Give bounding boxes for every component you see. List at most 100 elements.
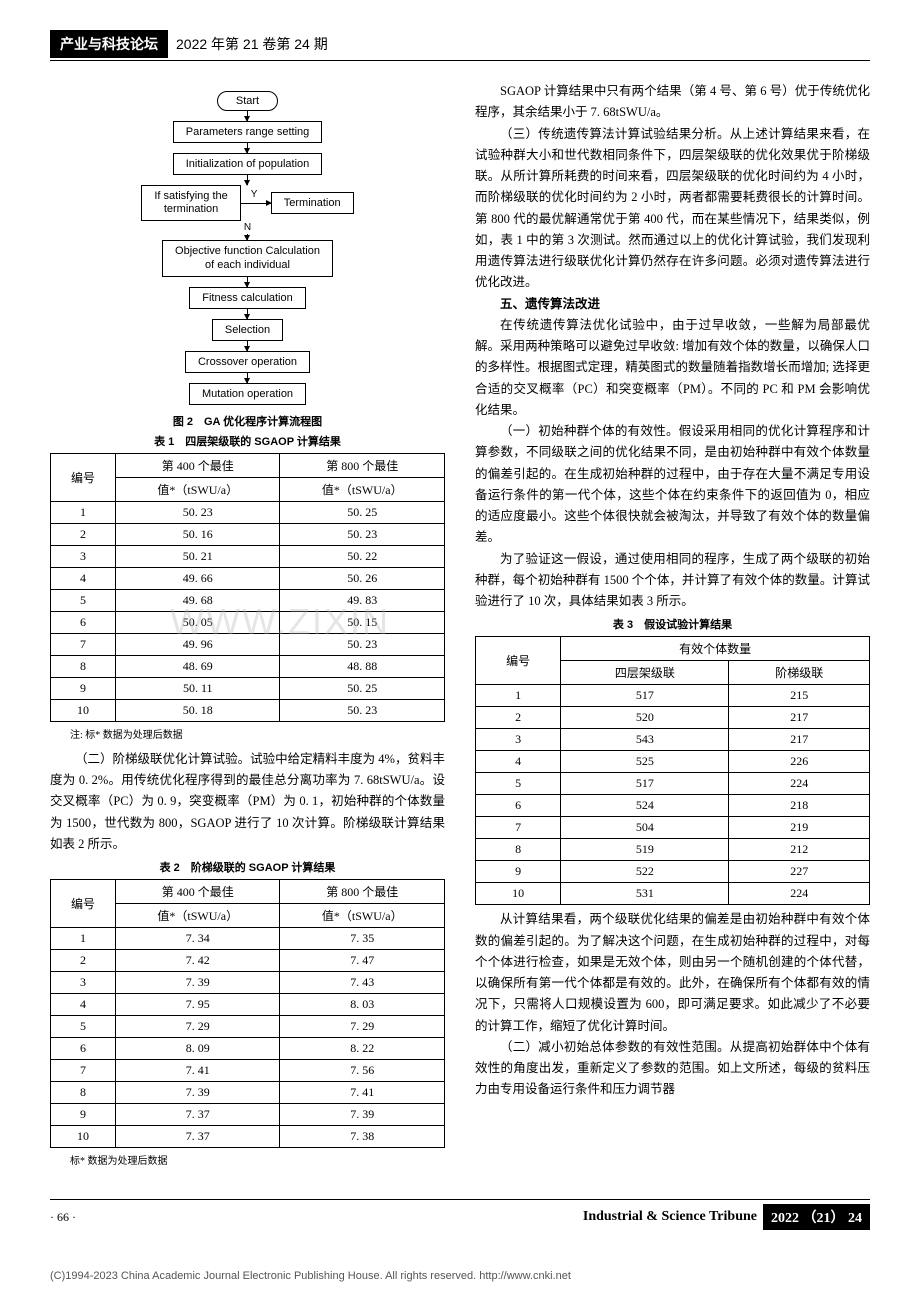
table-cell: 7. 37	[116, 1104, 280, 1126]
table-row: 107. 377. 38	[51, 1126, 445, 1148]
fc-harrow	[241, 203, 271, 204]
fc-crossover: Crossover operation	[185, 351, 310, 373]
left-column: Start Parameters range setting Initializ…	[50, 81, 445, 1175]
table-row: 5517224	[476, 773, 870, 795]
table-cell: 7. 41	[280, 1082, 445, 1104]
table-row: 2520217	[476, 707, 870, 729]
issue-info: 2022 年第 21 卷第 24 期	[176, 34, 328, 54]
table-row: 3543217	[476, 729, 870, 751]
table-cell: 50. 23	[280, 699, 445, 721]
fc-arrow	[247, 341, 248, 351]
table-cell: 227	[729, 861, 870, 883]
footer-issue-badge: 2022 （21） 24	[763, 1204, 870, 1230]
table-cell: 522	[561, 861, 729, 883]
table-cell: 50. 23	[280, 633, 445, 655]
table-cell: 9	[51, 677, 116, 699]
footer-right: Industrial & Science Tribune 2022 （21） 2…	[583, 1204, 870, 1230]
table-cell: 7	[476, 817, 561, 839]
page-number: · 66 ·	[50, 1210, 76, 1225]
section-heading: 五、遗传算法改进	[475, 294, 870, 315]
table-row: 749. 9650. 23	[51, 633, 445, 655]
table-row: 8519212	[476, 839, 870, 861]
fc-arrow	[247, 373, 248, 383]
two-column-layout: Start Parameters range setting Initializ…	[50, 81, 870, 1175]
table-cell: 218	[729, 795, 870, 817]
table-row: 150. 2350. 25	[51, 501, 445, 523]
table-cell: 217	[729, 707, 870, 729]
table-row: 87. 397. 41	[51, 1082, 445, 1104]
table-cell: 50. 25	[280, 677, 445, 699]
table-cell: 9	[476, 861, 561, 883]
table1-caption: 表 1 四层架级联的 SGAOP 计算结果	[50, 433, 445, 449]
table-row: 7504219	[476, 817, 870, 839]
table-cell: 224	[729, 883, 870, 905]
table-cell: 7. 38	[280, 1126, 445, 1148]
fc-objective: Objective function Calculationof each in…	[162, 240, 333, 276]
table-cell: 10	[51, 699, 116, 721]
fc-init: Initialization of population	[173, 153, 323, 175]
fc-n-label: N	[244, 222, 251, 233]
table-cell: 517	[561, 773, 729, 795]
table-cell: 6	[51, 611, 116, 633]
table-cell: 217	[729, 729, 870, 751]
table-cell: 7. 35	[280, 928, 445, 950]
table-row: 10531224	[476, 883, 870, 905]
table-row: 549. 6849. 83	[51, 589, 445, 611]
right-column: SGAOP 计算结果中只有两个结果（第 4 号、第 6 号）优于传统优化程序，其…	[475, 81, 870, 1175]
paragraph: SGAOP 计算结果中只有两个结果（第 4 号、第 6 号）优于传统优化程序，其…	[475, 81, 870, 124]
table-cell: 212	[729, 839, 870, 861]
table-cell: 524	[561, 795, 729, 817]
th-400a: 第 400 个最佳	[116, 880, 280, 904]
fc-condition: If satisfying thetermination	[141, 185, 240, 221]
table-cell: 10	[51, 1126, 116, 1148]
table-cell: 224	[729, 773, 870, 795]
table-header-row: 编号 第 400 个最佳 第 800 个最佳	[51, 880, 445, 904]
th-400b: 值*（tSWU/a）	[116, 477, 280, 501]
fc-y-label: Y	[251, 189, 258, 200]
paragraph: （二）阶梯级联优化计算试验。试验中给定精料丰度为 4%，贫料丰度为 0. 2%。…	[50, 749, 445, 855]
table-cell: 3	[51, 545, 116, 567]
table2-caption: 表 2 阶梯级联的 SGAOP 计算结果	[50, 859, 445, 875]
table-row: 6524218	[476, 795, 870, 817]
table-cell: 7. 43	[280, 972, 445, 994]
table-cell: 8. 03	[280, 994, 445, 1016]
table-row: 37. 397. 43	[51, 972, 445, 994]
table-row: 1517215	[476, 685, 870, 707]
table2: 编号 第 400 个最佳 第 800 个最佳 值*（tSWU/a） 值*（tSW…	[50, 879, 445, 1148]
table-cell: 219	[729, 817, 870, 839]
table-cell: 215	[729, 685, 870, 707]
table-row: 449. 6650. 26	[51, 567, 445, 589]
table-cell: 7. 39	[116, 1082, 280, 1104]
table-cell: 49. 66	[116, 567, 280, 589]
table-row: 77. 417. 56	[51, 1060, 445, 1082]
table-cell: 8	[476, 839, 561, 861]
table-cell: 48. 69	[116, 655, 280, 677]
th-c2: 阶梯级联	[729, 661, 870, 685]
table-cell: 49. 96	[116, 633, 280, 655]
copyright-line: (C)1994-2023 China Academic Journal Elec…	[50, 1270, 870, 1282]
table-cell: 531	[561, 883, 729, 905]
table-cell: 10	[476, 883, 561, 905]
table-cell: 517	[561, 685, 729, 707]
table-cell: 3	[476, 729, 561, 751]
table1: 编号 第 400 个最佳 第 800 个最佳 值*（tSWU/a） 值*（tSW…	[50, 453, 445, 722]
table-row: 4525226	[476, 751, 870, 773]
fc-decision-row: If satisfying thetermination Y Terminati…	[141, 185, 353, 221]
table-cell: 4	[51, 567, 116, 589]
table-cell: 7. 56	[280, 1060, 445, 1082]
table-cell: 9	[51, 1104, 116, 1126]
th-400b: 值*（tSWU/a）	[116, 904, 280, 928]
footer-journal-en: Industrial & Science Tribune	[583, 1209, 757, 1225]
table-cell: 50. 22	[280, 545, 445, 567]
table-cell: 48. 88	[280, 655, 445, 677]
table-cell: 7. 42	[116, 950, 280, 972]
table-row: 848. 6948. 88	[51, 655, 445, 677]
table-cell: 8	[51, 1082, 116, 1104]
table-cell: 4	[51, 994, 116, 1016]
table-cell: 3	[51, 972, 116, 994]
th-800a: 第 800 个最佳	[280, 453, 445, 477]
table-header-row: 编号 第 400 个最佳 第 800 个最佳	[51, 453, 445, 477]
table-row: 27. 427. 47	[51, 950, 445, 972]
fc-fitness: Fitness calculation	[189, 287, 306, 309]
th-no: 编号	[51, 880, 116, 928]
